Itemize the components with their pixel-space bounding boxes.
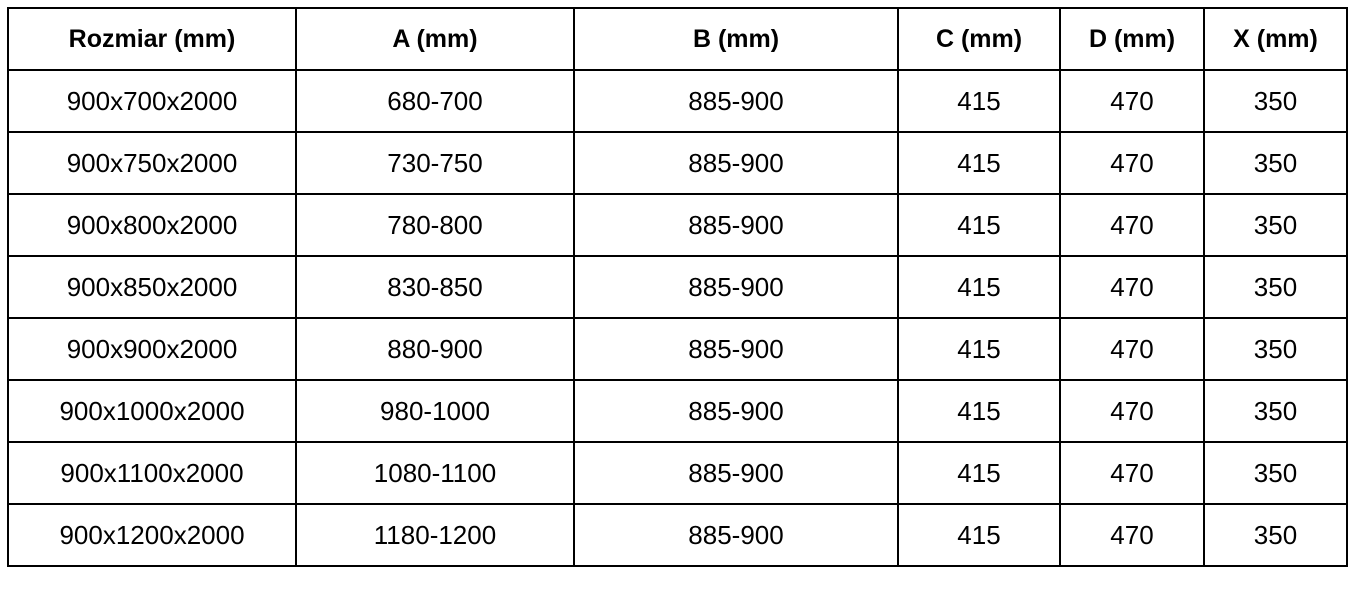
cell-a: 880-900 bbox=[295, 317, 575, 381]
header-a: A (mm) bbox=[295, 7, 575, 71]
header-x: X (mm) bbox=[1203, 7, 1348, 71]
table-row: 900x1200x2000 1180-1200 885-900 415 470 350 bbox=[7, 503, 1348, 567]
cell-c: 415 bbox=[897, 317, 1061, 381]
cell-rozmiar: 900x1100x2000 bbox=[7, 441, 297, 505]
cell-a: 1080-1100 bbox=[295, 441, 575, 505]
cell-rozmiar: 900x750x2000 bbox=[7, 131, 297, 195]
cell-rozmiar: 900x900x2000 bbox=[7, 317, 297, 381]
cell-b: 885-900 bbox=[573, 255, 899, 319]
header-c: C (mm) bbox=[897, 7, 1061, 71]
cell-d: 470 bbox=[1059, 441, 1205, 505]
cell-x: 350 bbox=[1203, 441, 1348, 505]
table-row: 900x750x2000 730-750 885-900 415 470 350 bbox=[7, 131, 1348, 195]
cell-d: 470 bbox=[1059, 131, 1205, 195]
dimensions-table: Rozmiar (mm) A (mm) B (mm) C (mm) D (mm)… bbox=[7, 7, 1348, 567]
cell-a: 680-700 bbox=[295, 69, 575, 133]
cell-a: 830-850 bbox=[295, 255, 575, 319]
table-row: 900x1100x2000 1080-1100 885-900 415 470 350 bbox=[7, 441, 1348, 505]
cell-x: 350 bbox=[1203, 193, 1348, 257]
cell-rozmiar: 900x1200x2000 bbox=[7, 503, 297, 567]
table-row: 900x850x2000 830-850 885-900 415 470 350 bbox=[7, 255, 1348, 319]
cell-rozmiar: 900x700x2000 bbox=[7, 69, 297, 133]
cell-b: 885-900 bbox=[573, 503, 899, 567]
table-row: 900x1000x2000 980-1000 885-900 415 470 350 bbox=[7, 379, 1348, 443]
cell-rozmiar: 900x800x2000 bbox=[7, 193, 297, 257]
cell-b: 885-900 bbox=[573, 131, 899, 195]
header-rozmiar: Rozmiar (mm) bbox=[7, 7, 297, 71]
cell-d: 470 bbox=[1059, 69, 1205, 133]
cell-a: 730-750 bbox=[295, 131, 575, 195]
cell-d: 470 bbox=[1059, 503, 1205, 567]
cell-d: 470 bbox=[1059, 255, 1205, 319]
cell-d: 470 bbox=[1059, 193, 1205, 257]
cell-x: 350 bbox=[1203, 503, 1348, 567]
cell-b: 885-900 bbox=[573, 317, 899, 381]
cell-c: 415 bbox=[897, 503, 1061, 567]
cell-a: 780-800 bbox=[295, 193, 575, 257]
cell-c: 415 bbox=[897, 193, 1061, 257]
cell-c: 415 bbox=[897, 379, 1061, 443]
cell-rozmiar: 900x1000x2000 bbox=[7, 379, 297, 443]
table-row: 900x700x2000 680-700 885-900 415 470 350 bbox=[7, 69, 1348, 133]
cell-x: 350 bbox=[1203, 131, 1348, 195]
cell-a: 980-1000 bbox=[295, 379, 575, 443]
cell-x: 350 bbox=[1203, 69, 1348, 133]
cell-rozmiar: 900x850x2000 bbox=[7, 255, 297, 319]
cell-c: 415 bbox=[897, 255, 1061, 319]
table-row: 900x900x2000 880-900 885-900 415 470 350 bbox=[7, 317, 1348, 381]
cell-b: 885-900 bbox=[573, 69, 899, 133]
table-row: 900x800x2000 780-800 885-900 415 470 350 bbox=[7, 193, 1348, 257]
cell-b: 885-900 bbox=[573, 441, 899, 505]
cell-b: 885-900 bbox=[573, 379, 899, 443]
cell-d: 470 bbox=[1059, 379, 1205, 443]
cell-x: 350 bbox=[1203, 317, 1348, 381]
header-b: B (mm) bbox=[573, 7, 899, 71]
cell-c: 415 bbox=[897, 69, 1061, 133]
header-row: Rozmiar (mm) A (mm) B (mm) C (mm) D (mm)… bbox=[7, 7, 1348, 71]
cell-a: 1180-1200 bbox=[295, 503, 575, 567]
header-d: D (mm) bbox=[1059, 7, 1205, 71]
cell-b: 885-900 bbox=[573, 193, 899, 257]
cell-c: 415 bbox=[897, 131, 1061, 195]
cell-c: 415 bbox=[897, 441, 1061, 505]
cell-x: 350 bbox=[1203, 379, 1348, 443]
cell-d: 470 bbox=[1059, 317, 1205, 381]
cell-x: 350 bbox=[1203, 255, 1348, 319]
